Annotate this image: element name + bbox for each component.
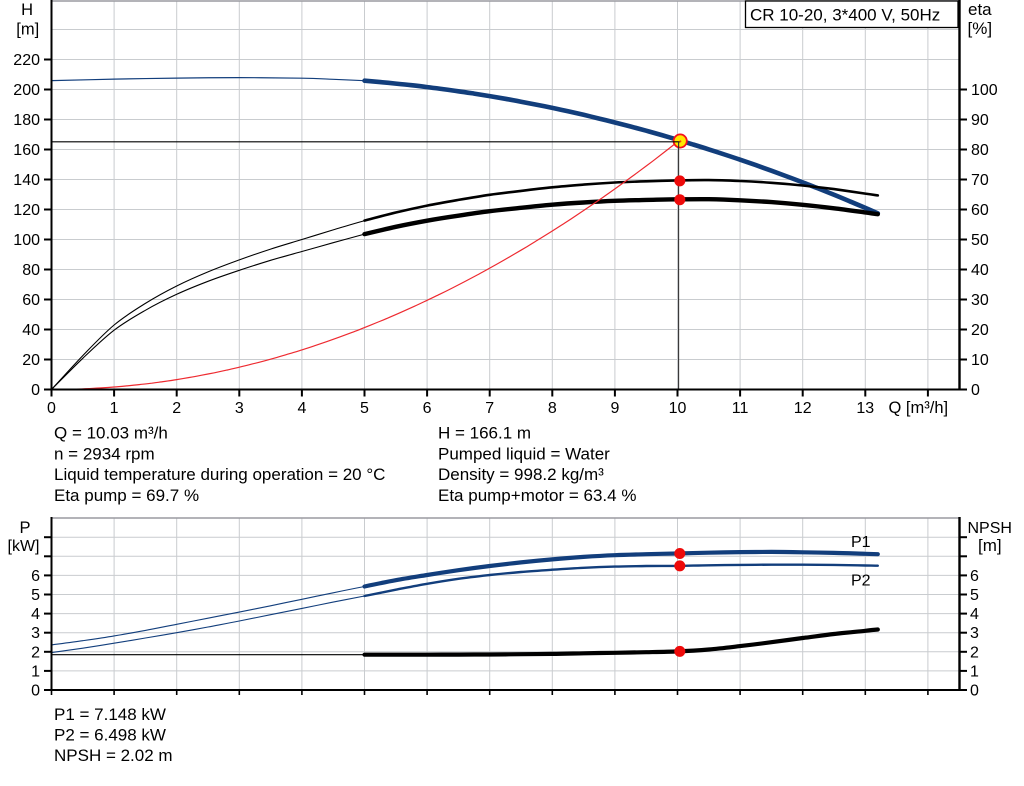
svg-text:60: 60 — [971, 202, 989, 219]
svg-text:Eta pump = 69.7 %: Eta pump = 69.7 % — [54, 486, 199, 505]
svg-text:1: 1 — [970, 663, 979, 680]
svg-text:6: 6 — [423, 400, 432, 417]
svg-text:Density = 998.2 kg/m³: Density = 998.2 kg/m³ — [438, 465, 604, 484]
svg-text:[m]: [m] — [978, 536, 1002, 555]
svg-text:60: 60 — [22, 292, 40, 309]
svg-text:2: 2 — [31, 644, 40, 661]
svg-text:80: 80 — [22, 262, 40, 279]
svg-text:0: 0 — [31, 382, 40, 399]
svg-text:4: 4 — [31, 606, 40, 623]
svg-text:3: 3 — [970, 625, 979, 642]
svg-text:5: 5 — [360, 400, 369, 417]
svg-text:6: 6 — [31, 568, 40, 585]
svg-text:11: 11 — [732, 400, 749, 417]
svg-text:3: 3 — [31, 625, 40, 642]
svg-text:Eta pump+motor = 63.4 %: Eta pump+motor = 63.4 % — [438, 486, 636, 505]
svg-text:100: 100 — [13, 232, 40, 249]
svg-text:90: 90 — [971, 112, 989, 129]
svg-text:0: 0 — [31, 683, 40, 700]
svg-text:[%]: [%] — [968, 19, 993, 38]
svg-text:10: 10 — [669, 400, 687, 417]
svg-text:Liquid temperature during oper: Liquid temperature during operation = 20… — [54, 465, 385, 484]
svg-text:0: 0 — [971, 382, 980, 399]
svg-text:9: 9 — [610, 400, 619, 417]
svg-text:220: 220 — [13, 52, 40, 69]
svg-text:[m]: [m] — [16, 20, 39, 38]
svg-text:P2: P2 — [851, 573, 871, 590]
svg-text:40: 40 — [971, 262, 989, 279]
svg-text:10: 10 — [971, 352, 989, 369]
svg-text:120: 120 — [13, 202, 40, 219]
svg-text:200: 200 — [13, 82, 40, 99]
svg-text:5: 5 — [970, 587, 979, 604]
svg-text:160: 160 — [13, 142, 40, 159]
svg-text:eta: eta — [968, 0, 992, 19]
svg-text:100: 100 — [971, 82, 998, 99]
svg-text:180: 180 — [13, 112, 40, 129]
svg-text:70: 70 — [971, 172, 989, 189]
svg-text:80: 80 — [971, 142, 989, 159]
svg-text:5: 5 — [31, 587, 40, 604]
svg-text:1: 1 — [31, 663, 40, 680]
svg-text:50: 50 — [971, 232, 989, 249]
svg-text:140: 140 — [13, 172, 40, 189]
svg-text:7: 7 — [485, 400, 494, 417]
svg-text:H: H — [21, 1, 33, 19]
svg-text:8: 8 — [548, 400, 557, 417]
svg-text:Pumped liquid = Water: Pumped liquid = Water — [438, 444, 610, 463]
svg-text:13: 13 — [856, 400, 874, 417]
svg-text:P1: P1 — [851, 534, 871, 551]
svg-text:NPSH = 2.02 m: NPSH = 2.02 m — [54, 746, 173, 765]
svg-text:3: 3 — [235, 400, 244, 417]
svg-text:0: 0 — [970, 683, 979, 700]
svg-text:30: 30 — [971, 292, 989, 309]
svg-text:1: 1 — [110, 400, 119, 417]
svg-text:P2 = 6.498 kW: P2 = 6.498 kW — [54, 726, 166, 745]
svg-text:2: 2 — [970, 644, 979, 661]
svg-text:4: 4 — [970, 606, 979, 623]
svg-text:CR 10-20, 3*400 V, 50Hz: CR 10-20, 3*400 V, 50Hz — [750, 6, 940, 25]
svg-text:P: P — [19, 519, 30, 537]
svg-text:H = 166.1 m: H = 166.1 m — [438, 424, 531, 443]
svg-text:4: 4 — [297, 400, 306, 417]
svg-text:Q = 10.03 m³/h: Q = 10.03 m³/h — [54, 424, 168, 443]
svg-text:6: 6 — [970, 568, 979, 585]
svg-text:n = 2934 rpm: n = 2934 rpm — [54, 444, 155, 463]
svg-text:NPSH: NPSH — [968, 520, 1012, 537]
svg-text:[kW]: [kW] — [8, 538, 40, 555]
svg-text:0: 0 — [47, 400, 56, 417]
svg-text:Q [m³/h]: Q [m³/h] — [889, 399, 949, 417]
svg-text:20: 20 — [22, 352, 40, 369]
svg-text:40: 40 — [22, 322, 40, 339]
svg-text:12: 12 — [794, 400, 812, 417]
svg-text:20: 20 — [971, 322, 989, 339]
svg-text:2: 2 — [172, 400, 181, 417]
svg-text:P1 = 7.148 kW: P1 = 7.148 kW — [54, 705, 166, 724]
